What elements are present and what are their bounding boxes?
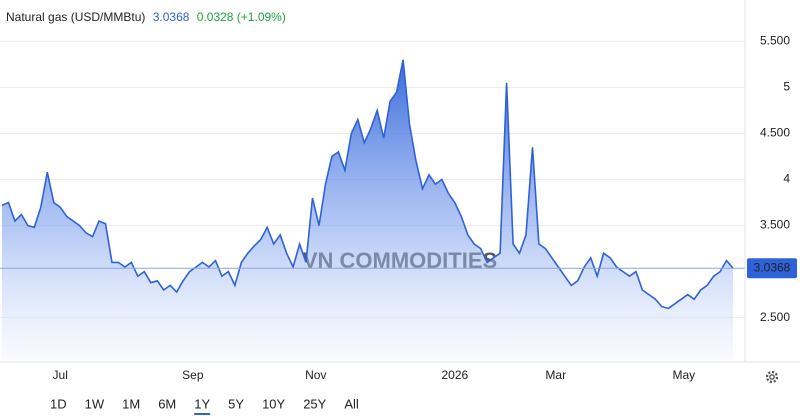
- x-tick-label: Sep: [182, 368, 204, 382]
- range-button[interactable]: 1Y: [194, 396, 210, 411]
- last-price-label: 3.0368: [754, 260, 791, 274]
- last-price-badge: [747, 258, 797, 279]
- x-tick-label: Nov: [305, 368, 326, 382]
- instrument-title: Natural gas (USD/MMBtu): [6, 10, 145, 24]
- y-tick-label: 5: [783, 80, 790, 94]
- price-line: [1, 59, 734, 310]
- y-tick-label: 3.500: [760, 218, 790, 232]
- x-tick-label: May: [672, 368, 695, 382]
- range-button[interactable]: 25Y: [303, 396, 326, 411]
- price-change: 0.0328 (+1.09%): [197, 10, 286, 24]
- x-tick-label: 2026: [441, 368, 468, 382]
- header: Natural gas (USD/MMBtu) 3.0368 0.0328 (+…: [6, 10, 286, 24]
- range-button[interactable]: 1M: [122, 396, 140, 411]
- y-tick-label: 4.500: [760, 126, 790, 140]
- price: 3.0368: [153, 10, 190, 24]
- y-tick-label: 2.500: [760, 310, 790, 324]
- settings-icon[interactable]: [765, 370, 779, 384]
- area-fill: [2, 59, 733, 361]
- range-button[interactable]: 1D: [50, 396, 67, 411]
- range-button[interactable]: All: [344, 396, 359, 411]
- header-bg: [0, 6, 300, 30]
- range-button[interactable]: 6M: [158, 396, 176, 411]
- y-tick-label: 5.500: [760, 34, 790, 48]
- range-button[interactable]: 10Y: [262, 396, 285, 411]
- x-tick-label: Mar: [545, 368, 566, 382]
- range-button[interactable]: 5Y: [228, 396, 244, 411]
- x-tick-label: Jul: [53, 368, 68, 382]
- y-tick-label: 4: [783, 172, 790, 186]
- range-button[interactable]: 1W: [85, 396, 105, 411]
